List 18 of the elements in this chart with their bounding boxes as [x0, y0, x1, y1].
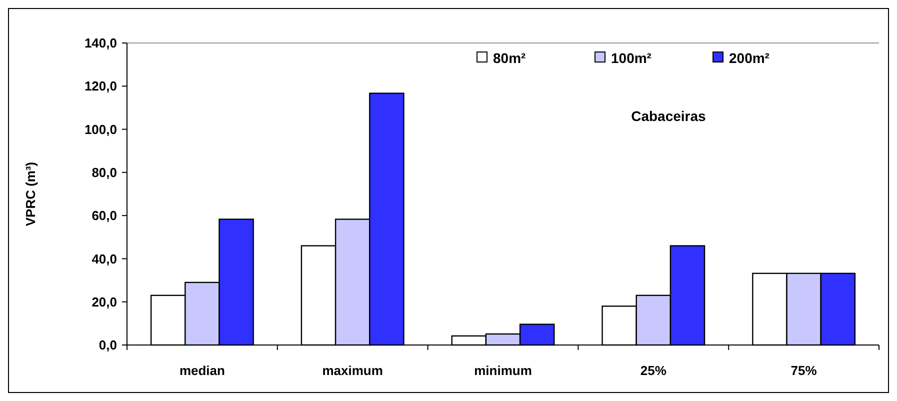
legend-label: 200m² [729, 50, 770, 66]
annotation: Cabaceiras [631, 108, 706, 124]
y-axis-title: VPRC (m³) [23, 162, 38, 226]
y-tick-label: 0,0 [98, 338, 117, 353]
y-tick-label: 100,0 [84, 122, 117, 137]
x-tick-label: minimum [474, 363, 532, 378]
x-tick-label: median [179, 363, 226, 378]
y-tick-label: 120,0 [84, 78, 117, 94]
x-tick-label: maximum [322, 363, 383, 378]
x-tick-label: 75% [790, 363, 818, 378]
y-tick-label: 60,0 [92, 208, 117, 224]
y-tick-label: 140,0 [84, 36, 117, 51]
legend-label: 80m² [493, 50, 526, 66]
legend-label: 100m² [611, 50, 652, 66]
x-tick-label: 25% [640, 363, 667, 378]
y-tick-label: 80,0 [92, 164, 117, 180]
y-tick-label: 40,0 [92, 251, 117, 266]
y-tick-label: 20,0 [92, 294, 117, 310]
